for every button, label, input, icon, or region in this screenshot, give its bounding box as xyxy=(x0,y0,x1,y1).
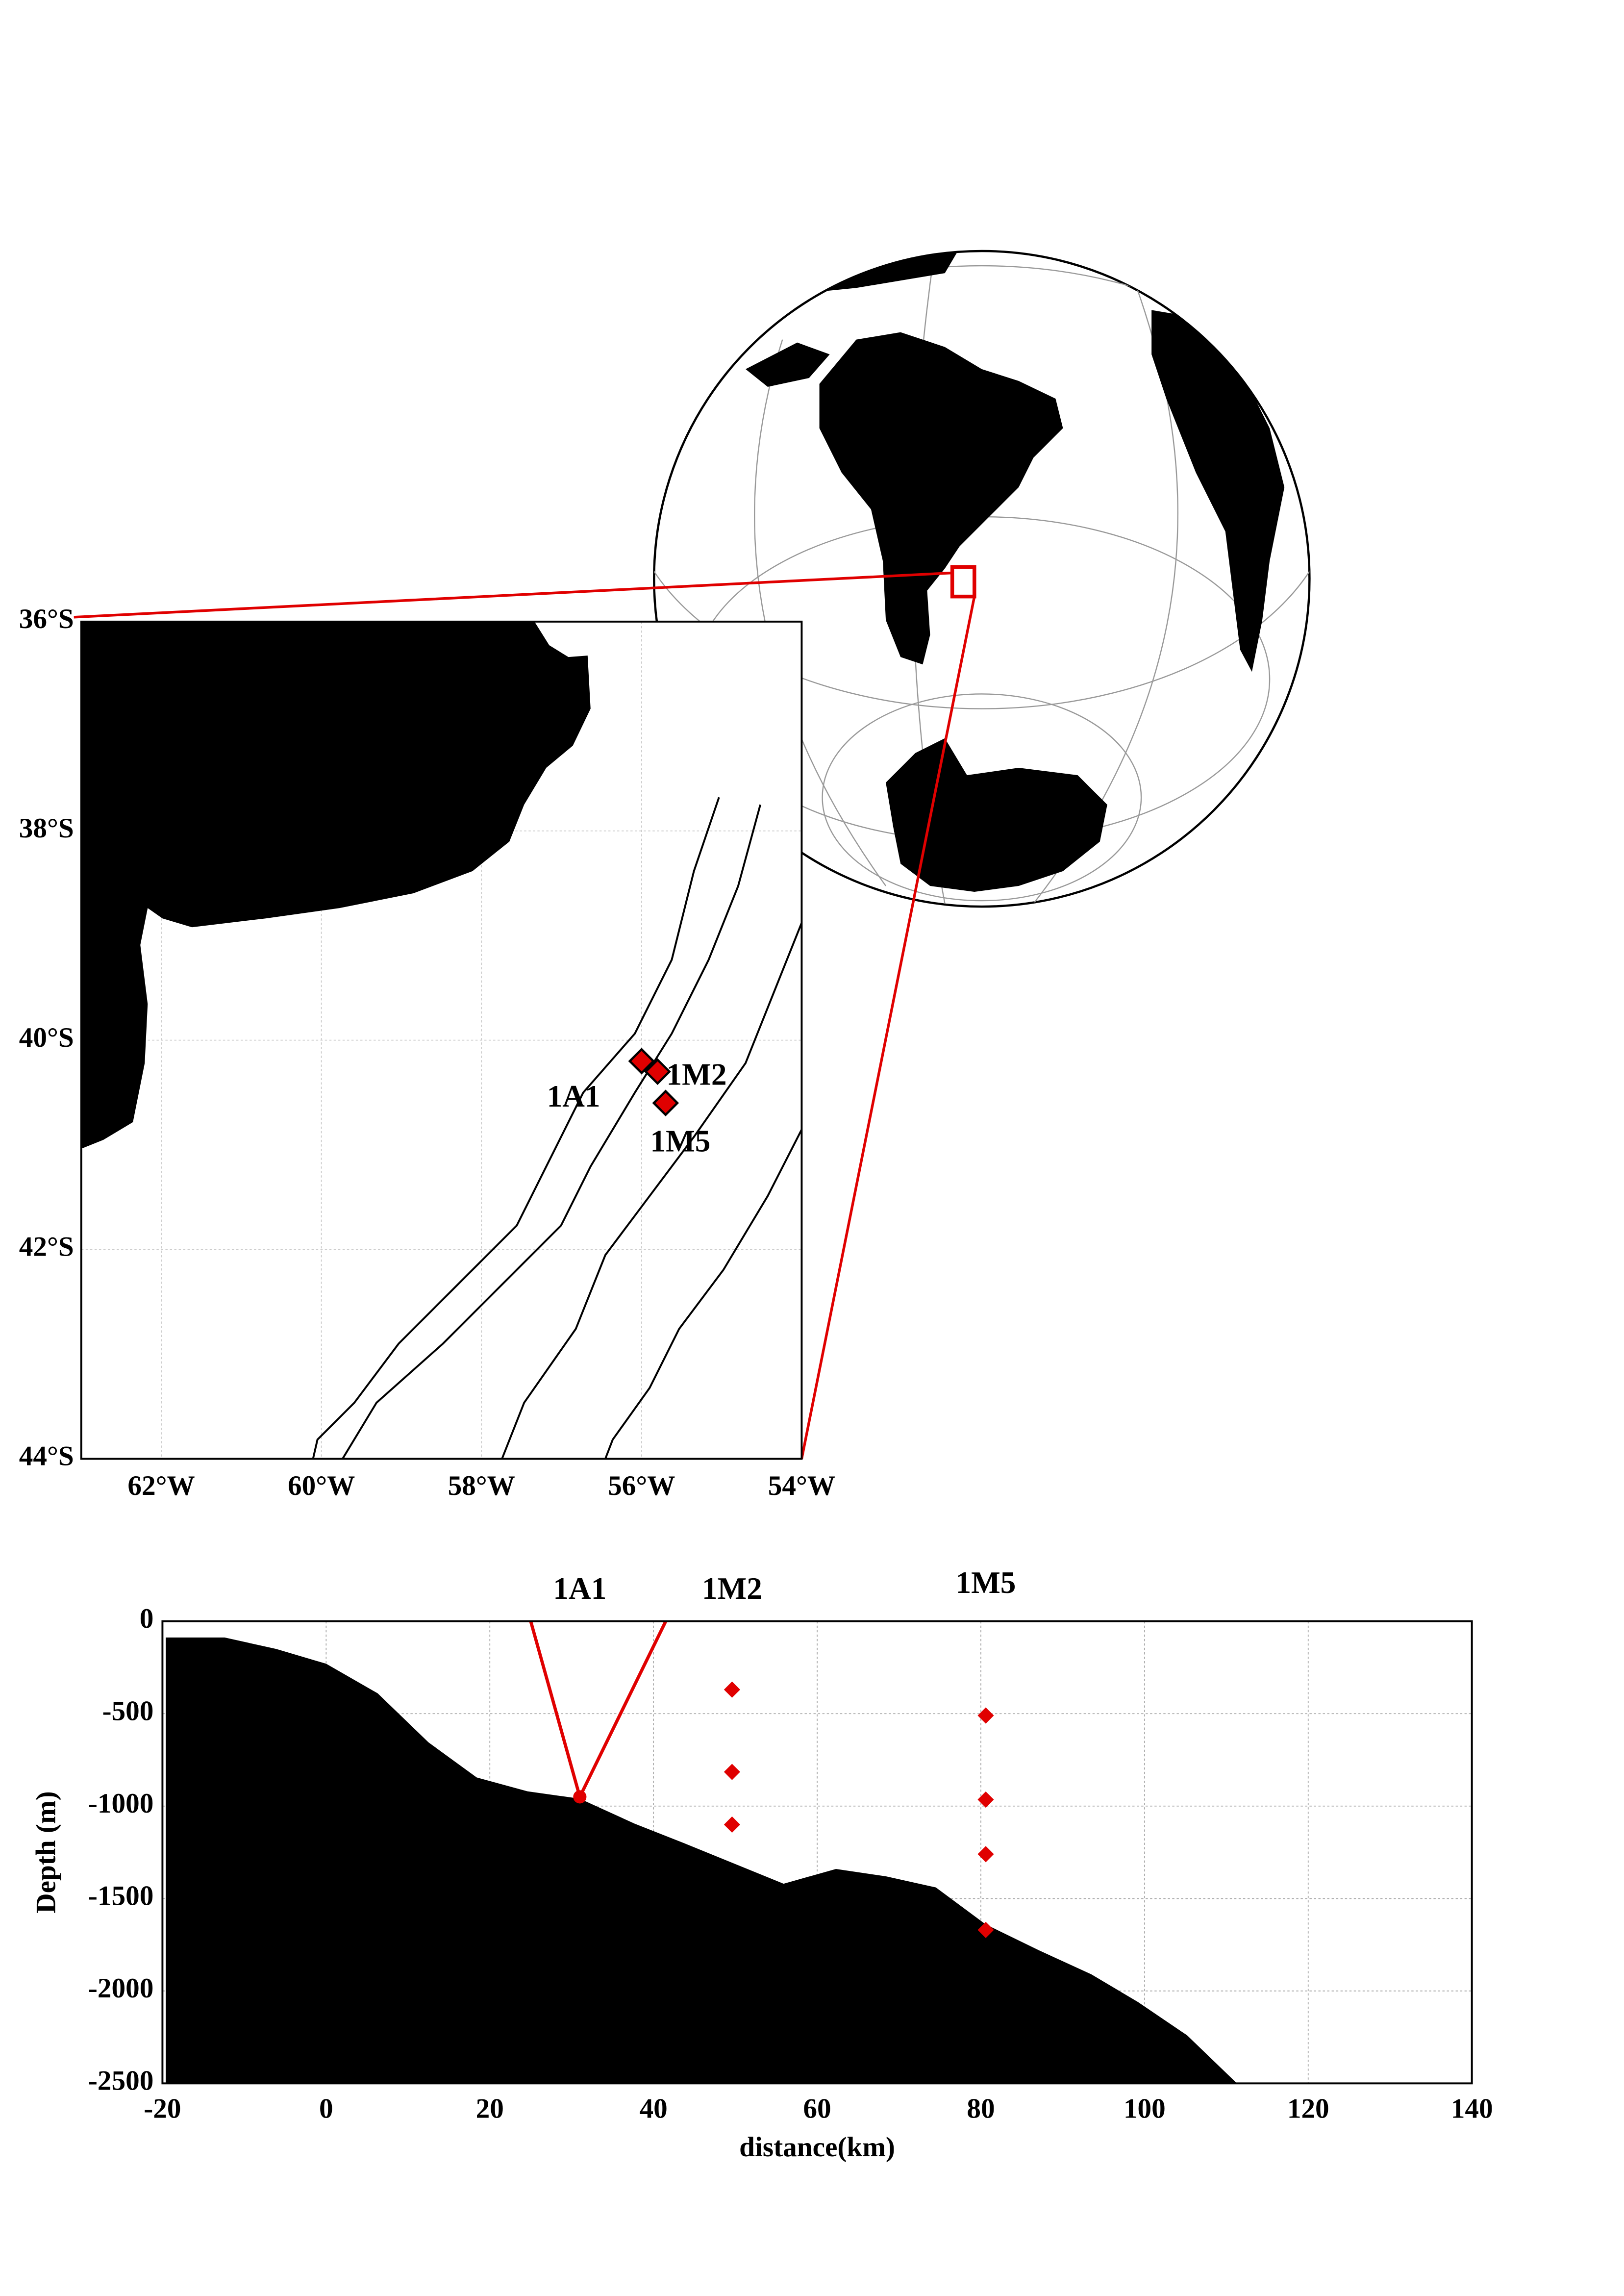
x-tick-label: 120 xyxy=(1287,2094,1329,2124)
plot-frame xyxy=(161,1620,1473,2085)
x-tick-label: 62°W xyxy=(127,1470,195,1501)
map-frame xyxy=(80,620,803,1460)
y-tick-label: -2500 xyxy=(88,2065,153,2096)
x-tick-label: 100 xyxy=(1124,2094,1166,2124)
y-tick-label: 44°S xyxy=(19,1441,74,1472)
y-tick-label: 0 xyxy=(140,1603,154,1634)
instrument xyxy=(977,1921,994,1938)
x-tick-label: 60°W xyxy=(288,1470,355,1501)
station-label: 1M2 xyxy=(667,1057,727,1091)
instrument xyxy=(977,1791,994,1808)
y-tick-label: 42°S xyxy=(19,1232,74,1262)
x-axis-label: distance(km) xyxy=(739,2132,895,2163)
station xyxy=(644,1058,671,1085)
x-tick-label: 140 xyxy=(1451,2094,1493,2124)
globe-outline xyxy=(653,250,1311,908)
y-tick-label: 38°S xyxy=(19,813,74,844)
station-label: 1M5 xyxy=(650,1124,710,1159)
y-tick-label: -500 xyxy=(102,1695,153,1726)
x-tick-label: -20 xyxy=(144,2094,181,2124)
station xyxy=(628,1048,655,1075)
x-tick-label: 56°W xyxy=(608,1470,675,1501)
coastline xyxy=(81,621,591,1149)
y-tick-label: 40°S xyxy=(19,1022,74,1053)
x-tick-label: 0 xyxy=(319,2094,333,2124)
connector xyxy=(74,571,952,619)
x-tick-label: 58°W xyxy=(448,1470,515,1501)
y-tick-label: 36°S xyxy=(19,604,74,634)
mooring-label: 1M5 xyxy=(956,1565,1016,1600)
y-tick-label: -2000 xyxy=(88,1973,153,2004)
x-tick-label: 20 xyxy=(476,2094,504,2124)
instrument xyxy=(977,1707,994,1724)
mooring-label: 1M2 xyxy=(702,1571,762,1606)
instrument xyxy=(724,1681,740,1698)
x-tick-label: 40 xyxy=(640,2094,668,2124)
isobaths xyxy=(312,797,802,1459)
station-label: 1A1 xyxy=(547,1079,600,1113)
x-tick-label: 54°W xyxy=(768,1470,835,1501)
y-tick-label: -1000 xyxy=(88,1788,153,1819)
region-box xyxy=(950,565,976,599)
x-tick-label: 80 xyxy=(967,2094,995,2124)
y-axis-label: Depth (m) xyxy=(31,1791,62,1913)
instrument xyxy=(977,1846,994,1863)
x-tick-label: 60 xyxy=(803,2094,831,2124)
bathymetry xyxy=(166,1637,1237,2084)
instrument xyxy=(724,1764,740,1780)
map: 1A1 1M2 1M5 xyxy=(80,620,803,1460)
y-tick-label: -1500 xyxy=(88,1880,153,1911)
station xyxy=(652,1089,679,1117)
connector xyxy=(800,596,976,1459)
instrument xyxy=(573,1790,587,1804)
mooring-label: 1A1 xyxy=(553,1571,606,1606)
section-chart xyxy=(161,1620,1473,2085)
